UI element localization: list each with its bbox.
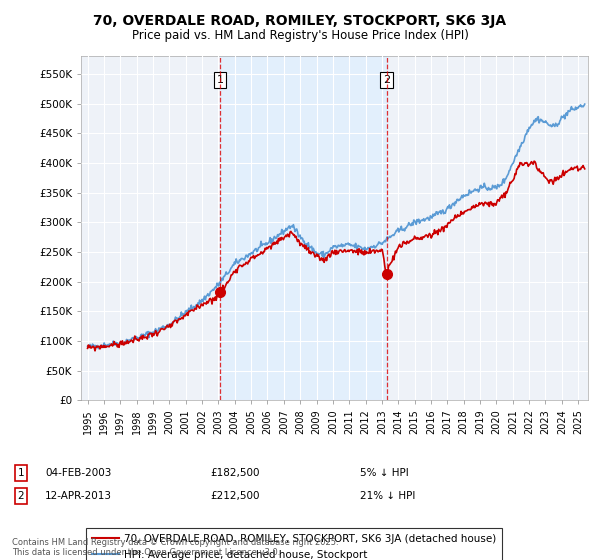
Text: Contains HM Land Registry data © Crown copyright and database right 2025.
This d: Contains HM Land Registry data © Crown c… [12, 538, 338, 557]
Text: £182,500: £182,500 [210, 468, 260, 478]
Text: 5% ↓ HPI: 5% ↓ HPI [360, 468, 409, 478]
Legend: 70, OVERDALE ROAD, ROMILEY, STOCKPORT, SK6 3JA (detached house), HPI: Average pr: 70, OVERDALE ROAD, ROMILEY, STOCKPORT, S… [86, 528, 502, 560]
Text: 2: 2 [17, 491, 25, 501]
Text: 12-APR-2013: 12-APR-2013 [45, 491, 112, 501]
Text: 21% ↓ HPI: 21% ↓ HPI [360, 491, 415, 501]
Text: 04-FEB-2003: 04-FEB-2003 [45, 468, 112, 478]
Text: 70, OVERDALE ROAD, ROMILEY, STOCKPORT, SK6 3JA: 70, OVERDALE ROAD, ROMILEY, STOCKPORT, S… [94, 14, 506, 28]
Text: Price paid vs. HM Land Registry's House Price Index (HPI): Price paid vs. HM Land Registry's House … [131, 29, 469, 42]
Text: 2: 2 [383, 74, 390, 85]
Bar [220, 56, 386, 400]
Text: 1: 1 [17, 468, 25, 478]
Text: 1: 1 [217, 74, 224, 85]
Text: £212,500: £212,500 [210, 491, 260, 501]
